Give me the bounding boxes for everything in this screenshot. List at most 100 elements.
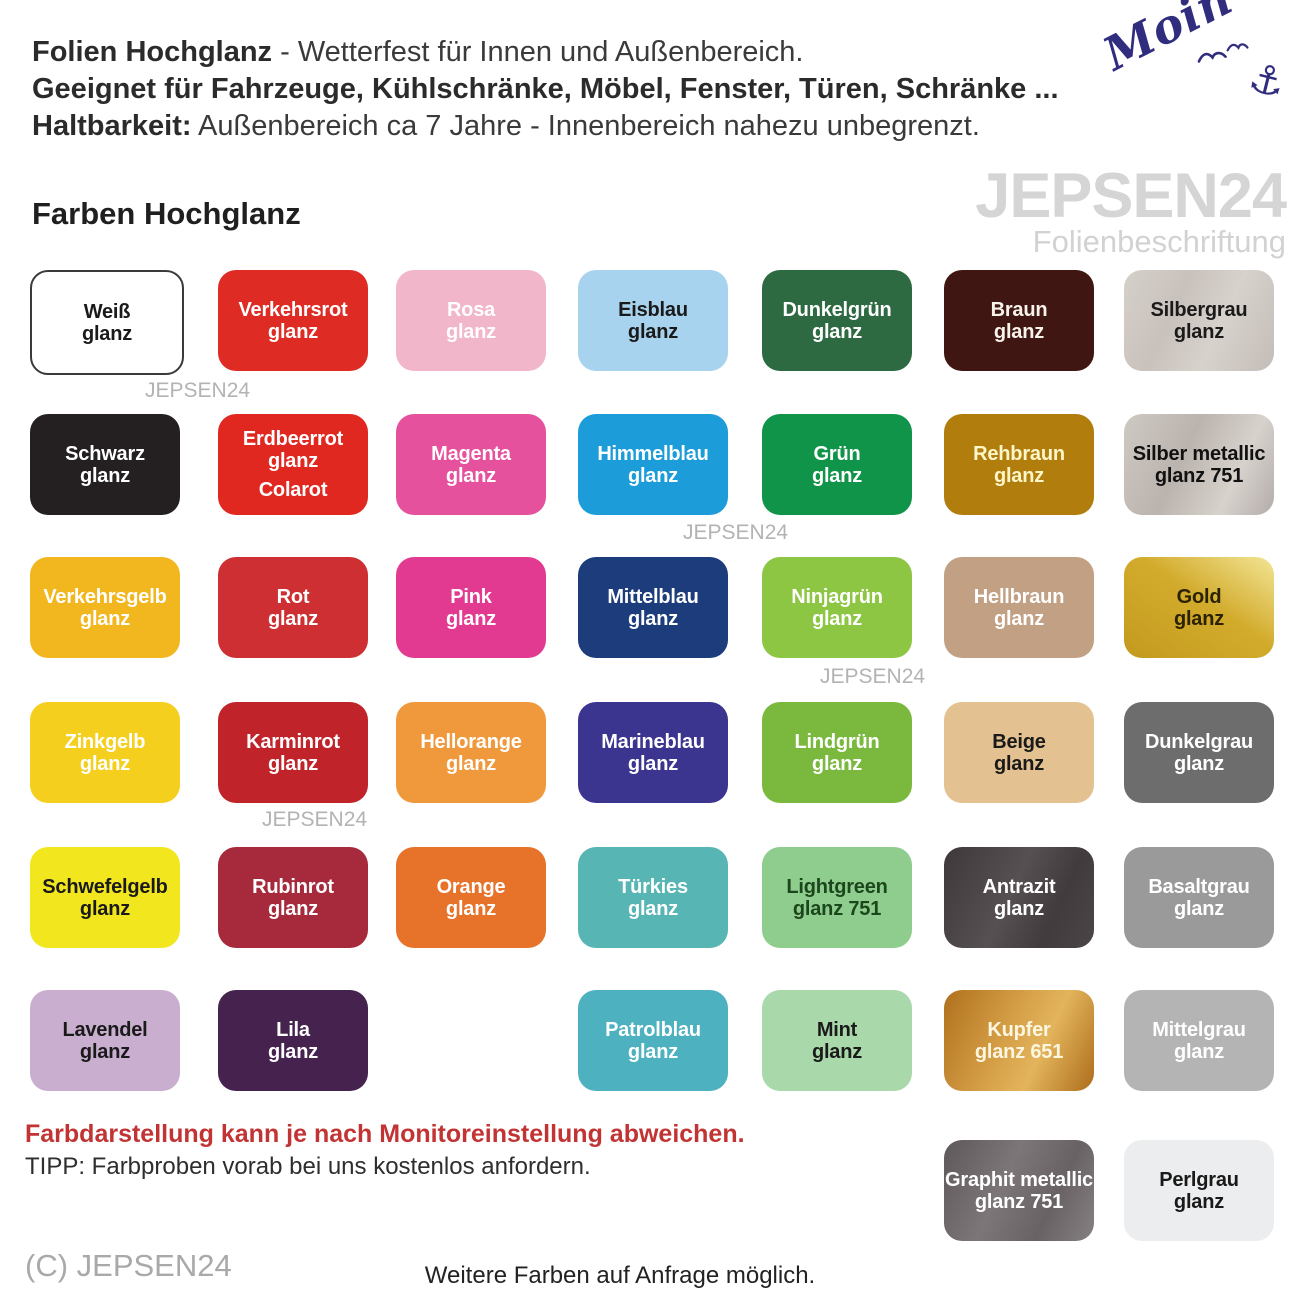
swatch-orange: Orange glanz bbox=[396, 847, 546, 948]
swatch-rosa: Rosa glanz bbox=[396, 270, 546, 371]
swatch-marineblau: Marineblau glanz bbox=[578, 702, 728, 803]
swatch-label: Orange glanz bbox=[436, 875, 506, 920]
swatch-lavendel: Lavendel glanz bbox=[30, 990, 180, 1091]
swatch-mittelgrau: Mittelgrau glanz bbox=[1124, 990, 1274, 1091]
swatch-basaltgrau: Basaltgrau glanz bbox=[1124, 847, 1274, 948]
swatch-label: Braun glanz bbox=[990, 298, 1048, 343]
swatch-label: Silber metallic glanz 751 bbox=[1132, 442, 1266, 487]
swatch-label: Hellorange glanz bbox=[420, 730, 522, 775]
swatch-schwefelgelb: Schwefelgelb glanz bbox=[30, 847, 180, 948]
swatch-ninjagruen: Ninjagrün glanz bbox=[762, 557, 912, 658]
header-line-2: Geeignet für Fahrzeuge, Kühlschränke, Mö… bbox=[32, 73, 1059, 105]
swatch-label: Rubinrot glanz bbox=[252, 875, 334, 920]
swatch-patrolblau: Patrolblau glanz bbox=[578, 990, 728, 1091]
swatch-label: Basaltgrau glanz bbox=[1148, 875, 1250, 920]
swatch-label: Pink glanz bbox=[445, 585, 497, 630]
swatch-lila: Lila glanz bbox=[218, 990, 368, 1091]
swatch-karminrot: Karminrot glanz bbox=[218, 702, 368, 803]
swatch-perlgrau: Perlgrau glanz bbox=[1124, 1140, 1274, 1241]
swatch-label: Kupfer glanz 651 bbox=[974, 1018, 1064, 1063]
header-line-1-rest: - Wetterfest für Innen und Außenbereich. bbox=[272, 36, 804, 68]
swatch-tuerkies: Türkies glanz bbox=[578, 847, 728, 948]
swatch-antrazit: Antrazit glanz bbox=[944, 847, 1094, 948]
inline-watermark-3: JEPSEN24 bbox=[820, 665, 926, 688]
swatch-graphit-metallic: Graphit metallic glanz 751 bbox=[944, 1140, 1094, 1241]
swatch-himmelblau: Himmelblau glanz bbox=[578, 414, 728, 515]
swatch-braun: Braun glanz bbox=[944, 270, 1094, 371]
swatch-lightgreen: Lightgreen glanz 751 bbox=[762, 847, 912, 948]
swatch-erdbeerrot: Erdbeerrot glanz Colarot bbox=[218, 414, 368, 515]
swatch-label: Lila glanz bbox=[267, 1018, 319, 1063]
swatch-gruen: Grün glanz bbox=[762, 414, 912, 515]
swatch-label: Verkehrsgelb glanz bbox=[43, 585, 167, 630]
swatch-schwarz: Schwarz glanz bbox=[30, 414, 180, 515]
swatch-label: Silbergrau glanz bbox=[1150, 298, 1248, 343]
inline-watermark-2: JEPSEN24 bbox=[683, 521, 789, 544]
swatch-verkehrsrot: Verkehrsrot glanz bbox=[218, 270, 368, 371]
swatch-label: Patrolblau glanz bbox=[605, 1018, 701, 1063]
swatch-gold: Gold glanz bbox=[1124, 557, 1274, 658]
birds-icon bbox=[1197, 43, 1249, 63]
swatch-label: Rosa glanz bbox=[445, 298, 497, 343]
swatch-pink: Pink glanz bbox=[396, 557, 546, 658]
swatch-label: Türkies glanz bbox=[618, 875, 688, 920]
header-line-3-bold: Haltbarkeit: bbox=[32, 110, 192, 142]
swatch-label: Rot glanz bbox=[267, 585, 319, 630]
swatch-label: Dunkelgrau glanz bbox=[1144, 730, 1254, 775]
swatch-label: Karminrot glanz bbox=[246, 730, 340, 775]
swatch-rehbraun: Rehbraun glanz bbox=[944, 414, 1094, 515]
color-notice: Farbdarstellung kann je nach Monitoreins… bbox=[25, 1120, 745, 1148]
swatch-label: Mittelgrau glanz bbox=[1152, 1018, 1246, 1063]
swatch-eisblau: Eisblau glanz bbox=[578, 270, 728, 371]
header-line-3: Haltbarkeit: Außenbereich ca 7 Jahre - I… bbox=[32, 110, 980, 143]
section-title: Farben Hochglanz bbox=[32, 196, 301, 231]
swatch-hellbraun: Hellbraun glanz bbox=[944, 557, 1094, 658]
swatch-hellorange: Hellorange glanz bbox=[396, 702, 546, 803]
copyright-text: (C) JEPSEN24 bbox=[25, 1248, 232, 1283]
inline-watermark-4: JEPSEN24 bbox=[262, 808, 368, 831]
swatch-label: Antrazit glanz bbox=[982, 875, 1056, 920]
more-colors-text: Weitere Farben auf Anfrage möglich. bbox=[424, 1262, 816, 1289]
swatch-label: Grün glanz bbox=[811, 442, 863, 487]
brand-watermark: JEPSEN24 Folienbeschriftung bbox=[975, 161, 1287, 259]
swatch-label: Eisblau glanz bbox=[618, 298, 688, 343]
swatch-label: Marineblau glanz bbox=[601, 730, 705, 775]
swatch-zinkgelb: Zinkgelb glanz bbox=[30, 702, 180, 803]
swatch-label: Ninjagrün glanz bbox=[791, 585, 883, 630]
swatch-weiss: Weiß glanz bbox=[30, 270, 184, 375]
swatch-rubinrot: Rubinrot glanz bbox=[218, 847, 368, 948]
swatch-label: Erdbeerrot glanz Colarot bbox=[242, 428, 344, 501]
swatch-beige: Beige glanz bbox=[944, 702, 1094, 803]
header-line-3-rest: Außenbereich ca 7 Jahre - Innenbereich n… bbox=[191, 110, 980, 142]
swatch-label: Zinkgelb glanz bbox=[64, 730, 146, 775]
tip-text: TIPP: Farbproben vorab bei uns kostenlos… bbox=[25, 1153, 591, 1180]
anchor-icon: ⚓ bbox=[1243, 54, 1290, 108]
swatch-label: Hellbraun glanz bbox=[973, 585, 1065, 630]
swatch-label: Perlgrau glanz bbox=[1159, 1168, 1239, 1213]
swatch-label: Lightgreen glanz 751 bbox=[786, 875, 888, 920]
swatch-rot: Rot glanz bbox=[218, 557, 368, 658]
moin-logo-text: Moin bbox=[1094, 0, 1241, 82]
swatch-label: Beige glanz bbox=[992, 730, 1046, 775]
swatch-label: Magenta glanz bbox=[431, 442, 511, 487]
swatch-kupfer: Kupfer glanz 651 bbox=[944, 990, 1094, 1091]
swatch-label: Mint glanz bbox=[811, 1018, 863, 1063]
swatch-label: Verkehrsrot glanz bbox=[238, 298, 348, 343]
brand-watermark-name: JEPSEN24 bbox=[975, 161, 1287, 231]
swatch-label: Weiß glanz bbox=[81, 300, 133, 345]
inline-watermark-1: JEPSEN24 bbox=[145, 379, 251, 402]
swatch-silber-metallic: Silber metallic glanz 751 bbox=[1124, 414, 1274, 515]
swatch-mittelblau: Mittelblau glanz bbox=[578, 557, 728, 658]
swatch-label: Schwarz glanz bbox=[65, 442, 145, 487]
swatch-dunkelgrau: Dunkelgrau glanz bbox=[1124, 702, 1274, 803]
swatch-dunkelgruen: Dunkelgrün glanz bbox=[762, 270, 912, 371]
swatch-label: Schwefelgelb glanz bbox=[42, 875, 168, 920]
swatch-label: Graphit metallic glanz 751 bbox=[945, 1168, 1093, 1213]
swatch-label: Mittelblau glanz bbox=[607, 585, 699, 630]
header-line-1-bold: Folien Hochglanz bbox=[32, 36, 273, 68]
brand-watermark-subtitle: Folienbeschriftung bbox=[1032, 224, 1286, 259]
swatch-label: Himmelblau glanz bbox=[597, 442, 709, 487]
swatch-label: Rehbraun glanz bbox=[973, 442, 1065, 487]
swatch-verkehrsgelb: Verkehrsgelb glanz bbox=[30, 557, 180, 658]
swatch-label: Lindgrün glanz bbox=[794, 730, 880, 775]
